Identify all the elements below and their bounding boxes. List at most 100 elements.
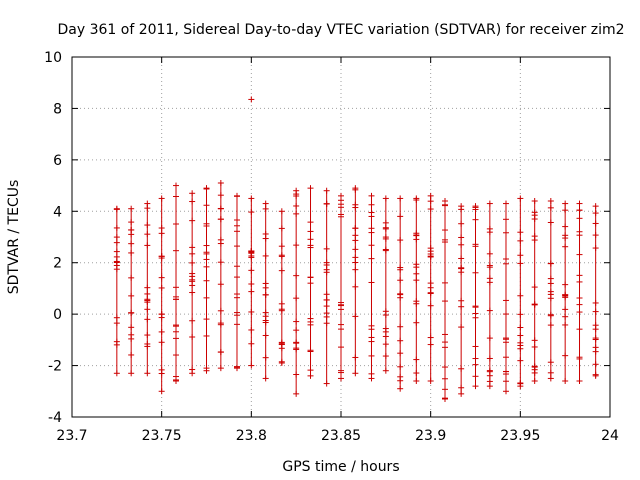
sample-marker [576,309,583,316]
sample-marker [352,283,359,290]
sample-marker [458,206,465,213]
sample-marker [517,252,524,259]
sample-marker [144,296,151,303]
sample-marker [203,222,210,229]
sample-marker [576,295,583,302]
sample-marker [144,222,151,229]
sample-marker [472,304,479,311]
sample-marker [576,278,583,285]
sample-marker [442,298,449,305]
sample-marker [113,314,120,321]
sample-marker [128,324,135,331]
sample-marker [203,365,210,372]
sample-marker [442,375,449,382]
sample-marker [293,210,300,217]
sample-marker [368,229,375,236]
sample-marker [278,306,285,313]
sample-marker [592,344,599,351]
sample-marker [458,220,465,227]
sample-marker [278,300,285,307]
column-min-marker [413,378,420,384]
sample-marker [248,280,255,287]
column-max-marker [128,205,135,212]
sample-marker [144,332,151,339]
sample-marker [233,243,240,250]
sample-marker [502,335,509,342]
sample-marker [352,246,359,253]
sample-marker [517,380,524,387]
sample-marker [472,314,479,321]
sample-marker [217,259,224,266]
sample-marker [203,332,210,339]
sample-marker [233,228,240,235]
sample-marker [576,215,583,222]
column-max-marker [217,180,224,186]
y-tick-label: 4 [53,204,62,220]
sample-marker [248,288,255,295]
column-max-marker [517,195,524,202]
sample-marker [144,284,151,291]
sample-marker [248,248,255,255]
sample-marker [128,240,135,247]
sample-marker [144,343,151,350]
x-tick-label: 23.85 [321,428,361,444]
sample-marker [352,266,359,273]
sample-marker [189,217,196,224]
sample-marker [262,309,269,316]
y-tick-label: -2 [48,359,62,375]
sample-marker [158,274,165,281]
sample-marker [592,299,599,306]
sample-marker [158,370,165,377]
sample-marker [278,341,285,348]
sample-marker [128,309,135,316]
sample-marker [442,279,449,286]
sample-marker [427,245,434,252]
sample-marker [413,197,420,204]
sample-marker [458,234,465,241]
sample-marker [338,201,344,208]
sample-marker [502,378,509,385]
sample-marker [173,352,180,359]
sample-marker [382,235,389,242]
sample-marker [531,366,538,373]
sample-marker [352,254,359,261]
column-max-marker [158,195,165,202]
sample-marker [531,284,538,291]
sample-marker [442,344,449,351]
sample-marker [517,332,524,339]
sample-marker [262,291,269,298]
sample-marker [217,281,224,288]
column-min-marker [382,367,389,374]
sample-marker [189,366,196,373]
sample-marker [233,263,240,270]
sample-marker [262,235,269,242]
sample-marker [158,230,165,237]
axis-ticks [71,56,611,418]
sample-marker [547,369,554,376]
sample-marker [486,279,493,286]
sample-marker [486,335,493,342]
sample-marker [144,290,151,297]
column-min-marker [502,388,509,395]
sample-marker [307,367,314,374]
sample-marker [458,264,465,271]
sample-marker [262,319,269,326]
sample-marker [472,216,479,223]
sample-marker [278,243,285,250]
sample-marker [233,364,240,371]
sample-marker [248,267,255,274]
column-max-marker [382,195,389,202]
column-min-marker [262,375,269,382]
sample-marker [427,302,434,309]
sample-marker [442,386,449,393]
sample-marker [217,216,224,223]
sample-marker [486,368,493,375]
column-max-marker [592,203,599,210]
sample-marker [458,255,465,262]
sample-marker [472,343,479,350]
sample-marker [189,250,196,257]
sample-marker [173,247,180,254]
outlier-marker [248,96,255,103]
sample-marker [278,267,285,274]
column-min-marker [113,370,120,377]
